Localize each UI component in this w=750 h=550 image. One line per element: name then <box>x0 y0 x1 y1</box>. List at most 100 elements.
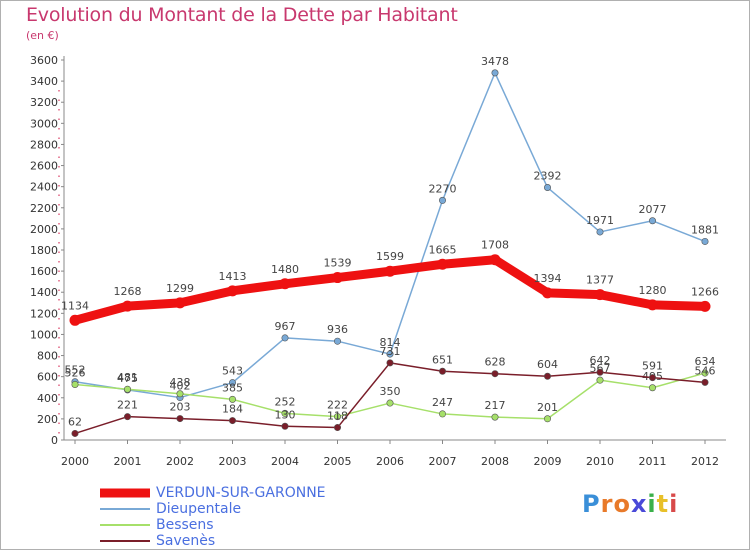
logo-letter: P <box>582 490 601 518</box>
data-point <box>71 429 79 437</box>
data-label: 217 <box>485 399 506 412</box>
data-label: 475 <box>117 372 138 385</box>
data-point <box>124 413 132 421</box>
data-point <box>332 272 343 284</box>
data-point <box>386 350 394 358</box>
legend-item-bessens: Bessens <box>100 517 326 533</box>
data-label: 350 <box>380 385 401 398</box>
legend-label: Dieupentale <box>156 501 242 517</box>
data-label: 1971 <box>586 214 614 227</box>
data-label: 385 <box>222 381 243 394</box>
data-point <box>491 69 499 77</box>
data-point <box>699 300 711 312</box>
x-tick-label: 2009 <box>534 455 562 468</box>
data-point <box>69 314 81 326</box>
legend-item-dieupentale: Dieupentale <box>100 501 326 517</box>
data-point <box>542 287 553 299</box>
legend: VERDUN-SUR-GARONNE Dieupentale Bessens S… <box>100 485 326 549</box>
data-label: 2392 <box>534 170 562 183</box>
data-point <box>543 184 551 192</box>
logo-letter: i <box>669 490 679 518</box>
x-tick-label: 2007 <box>429 455 457 468</box>
data-point <box>701 237 709 245</box>
data-label: 1394 <box>534 272 562 285</box>
legend-swatch <box>100 540 150 542</box>
data-label: 552 <box>65 364 86 377</box>
data-label: 546 <box>695 364 716 377</box>
proxiti-logo: Proxiti <box>582 490 678 518</box>
data-point <box>386 399 394 407</box>
legend-item-savenes: Savenès <box>100 533 326 549</box>
data-label: 62 <box>68 415 82 428</box>
y-tick-label: 3200 <box>30 96 58 109</box>
data-point <box>124 385 132 393</box>
data-point <box>648 217 656 225</box>
data-point <box>438 196 446 204</box>
data-label: 1299 <box>166 282 194 295</box>
data-point <box>647 299 658 311</box>
data-label: 3478 <box>481 55 509 68</box>
series-line-3 <box>74 362 706 435</box>
data-point <box>279 278 291 290</box>
data-label: 184 <box>222 403 243 416</box>
logo-letter: r <box>600 490 614 518</box>
data-label: 130 <box>275 408 296 421</box>
chart-title: Evolution du Montant de la Dette par Hab… <box>26 4 458 26</box>
y-tick-label: 1600 <box>30 265 58 278</box>
data-point <box>176 390 184 398</box>
data-point <box>333 337 341 345</box>
legend-item-verdun: VERDUN-SUR-GARONNE <box>100 485 326 501</box>
legend-swatch <box>100 488 150 498</box>
data-label: 1413 <box>219 270 247 283</box>
data-point <box>333 413 341 421</box>
data-label: 1708 <box>481 239 509 252</box>
data-point <box>386 359 394 367</box>
data-point <box>176 415 184 423</box>
logo-letter: x <box>630 490 648 518</box>
data-label: 1665 <box>429 243 457 256</box>
y-tick-label: 2600 <box>30 160 58 173</box>
y-tick-label: 600 <box>37 371 58 384</box>
x-tick-label: 2005 <box>324 455 352 468</box>
data-label: 438 <box>170 376 191 389</box>
data-label: 247 <box>432 396 453 409</box>
data-label: 651 <box>432 353 453 366</box>
x-tick-label: 2008 <box>481 455 509 468</box>
data-label: 203 <box>170 401 191 414</box>
data-label: 118 <box>327 410 348 423</box>
legend-label: VERDUN-SUR-GARONNE <box>156 485 326 501</box>
data-label: 936 <box>327 323 348 336</box>
data-point <box>281 422 289 430</box>
data-label: 543 <box>222 365 243 378</box>
chart-subtitle: (en €) <box>26 29 59 42</box>
data-label: 1599 <box>376 250 404 263</box>
x-tick-label: 2001 <box>114 455 142 468</box>
data-point <box>333 424 341 432</box>
data-label: 814 <box>380 336 401 349</box>
data-point <box>648 374 656 382</box>
data-label: 252 <box>275 395 296 408</box>
x-tick-label: 2010 <box>586 455 614 468</box>
data-point <box>543 372 551 380</box>
data-label: 967 <box>275 320 296 333</box>
legend-swatch <box>100 508 150 510</box>
y-tick-label: 2200 <box>30 202 58 215</box>
y-tick-label: 3000 <box>30 117 58 130</box>
x-tick-label: 2012 <box>691 455 719 468</box>
data-label: 1480 <box>271 263 299 276</box>
x-tick-label: 2004 <box>271 455 299 468</box>
data-point <box>491 413 499 421</box>
y-tick-label: 200 <box>37 413 58 426</box>
y-tick-label: 400 <box>37 392 58 405</box>
data-point <box>229 417 237 425</box>
y-tick-label: 3400 <box>30 75 58 88</box>
data-label: 628 <box>485 356 506 369</box>
data-label: 1266 <box>691 285 719 298</box>
data-point <box>437 258 448 270</box>
data-point <box>122 300 133 312</box>
logo-letter: i <box>647 490 657 518</box>
data-label: 1268 <box>114 285 142 298</box>
data-label: 222 <box>327 399 348 412</box>
logo-letter: o <box>613 490 631 518</box>
